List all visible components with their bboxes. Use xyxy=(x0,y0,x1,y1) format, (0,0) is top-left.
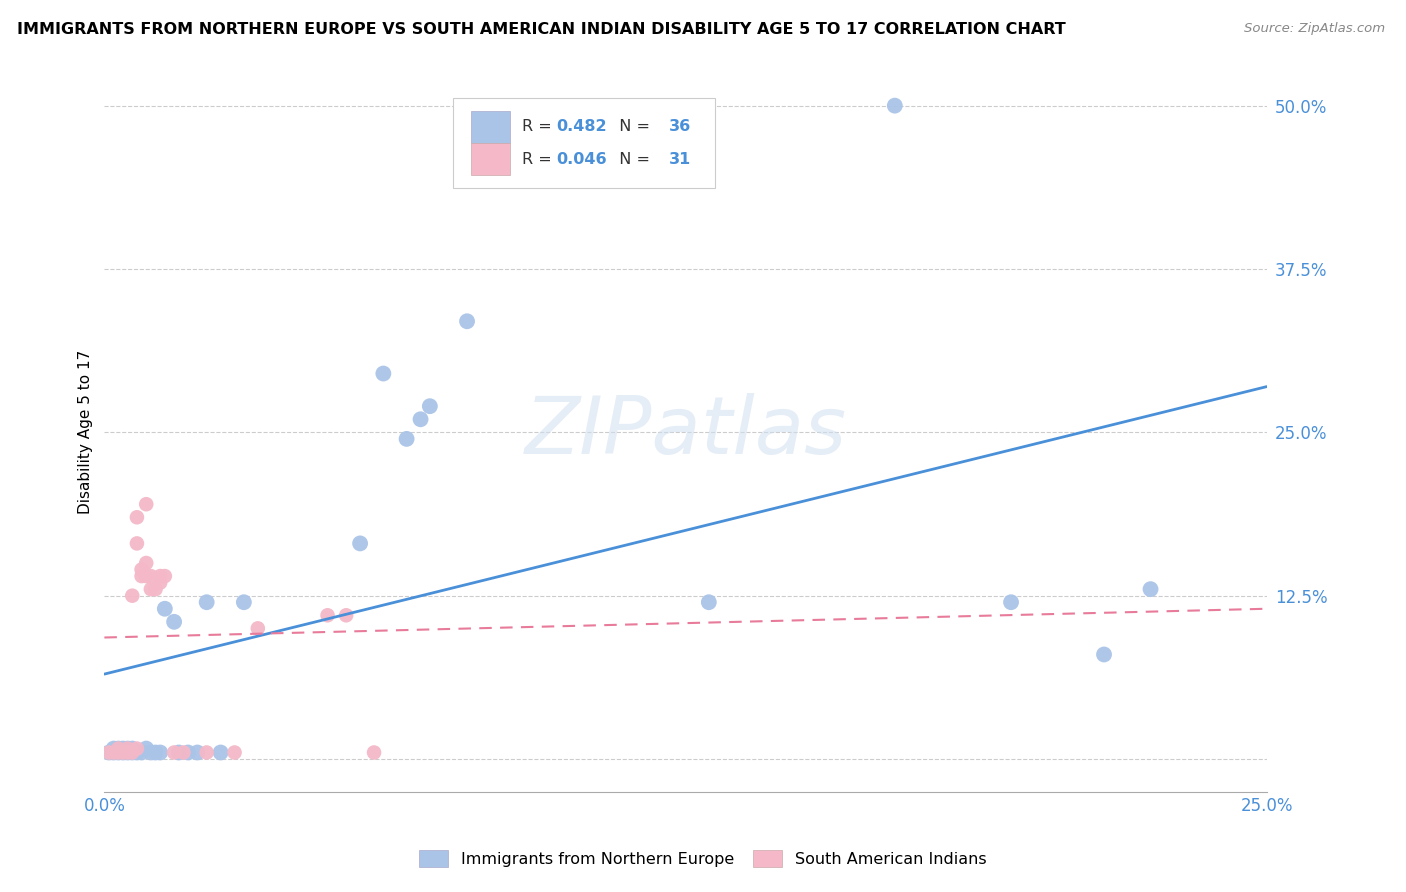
Point xyxy=(153,569,176,583)
Text: 0.046: 0.046 xyxy=(557,152,607,167)
Point xyxy=(139,746,162,760)
Point xyxy=(98,746,121,760)
Point xyxy=(135,741,157,756)
FancyBboxPatch shape xyxy=(471,144,510,175)
Point xyxy=(135,556,157,570)
Point xyxy=(395,432,418,446)
Point xyxy=(145,746,167,760)
Point xyxy=(125,536,148,550)
Point xyxy=(111,741,134,756)
Point xyxy=(131,569,153,583)
Point xyxy=(121,746,143,760)
Point xyxy=(125,746,148,760)
Point xyxy=(121,589,143,603)
FancyBboxPatch shape xyxy=(471,112,510,143)
Point xyxy=(125,741,148,756)
Point xyxy=(335,608,357,623)
Text: ZIPatlas: ZIPatlas xyxy=(524,393,846,471)
Point xyxy=(697,595,720,609)
Point xyxy=(149,569,172,583)
Text: 31: 31 xyxy=(669,152,692,167)
Point xyxy=(103,746,125,760)
Point xyxy=(107,741,129,756)
Point xyxy=(373,367,395,381)
Point xyxy=(419,399,441,413)
Point xyxy=(139,582,162,596)
Point xyxy=(316,608,339,623)
Point xyxy=(195,595,218,609)
Point xyxy=(224,746,246,760)
Point xyxy=(209,746,232,760)
Text: N =: N = xyxy=(609,120,655,135)
Point xyxy=(117,746,139,760)
Text: Source: ZipAtlas.com: Source: ZipAtlas.com xyxy=(1244,22,1385,36)
FancyBboxPatch shape xyxy=(453,98,714,188)
Point xyxy=(186,746,208,760)
Point xyxy=(107,746,129,760)
Point xyxy=(195,746,218,760)
Point xyxy=(121,741,143,756)
Point xyxy=(125,510,148,524)
Y-axis label: Disability Age 5 to 17: Disability Age 5 to 17 xyxy=(79,351,93,515)
Point xyxy=(1139,582,1161,596)
Point xyxy=(163,746,186,760)
Point xyxy=(111,746,134,760)
Point xyxy=(363,746,385,760)
Point xyxy=(131,746,153,760)
Point xyxy=(107,741,129,756)
Point xyxy=(117,746,139,760)
Point xyxy=(117,741,139,756)
Point xyxy=(1092,648,1115,662)
Legend: Immigrants from Northern Europe, South American Indians: Immigrants from Northern Europe, South A… xyxy=(413,844,993,873)
Point xyxy=(232,595,254,609)
Point xyxy=(1000,595,1022,609)
Point xyxy=(149,575,172,590)
Point xyxy=(177,746,200,760)
Point xyxy=(98,746,121,760)
Point xyxy=(103,746,125,760)
Point xyxy=(456,314,478,328)
Text: N =: N = xyxy=(609,152,655,167)
Point xyxy=(163,615,186,629)
Point xyxy=(349,536,371,550)
Point xyxy=(409,412,432,426)
Point xyxy=(149,746,172,760)
Point xyxy=(131,563,153,577)
Point xyxy=(107,746,129,760)
Point xyxy=(153,601,176,615)
Text: IMMIGRANTS FROM NORTHERN EUROPE VS SOUTH AMERICAN INDIAN DISABILITY AGE 5 TO 17 : IMMIGRANTS FROM NORTHERN EUROPE VS SOUTH… xyxy=(17,22,1066,37)
Point xyxy=(111,746,134,760)
Point xyxy=(139,569,162,583)
Text: R =: R = xyxy=(522,152,557,167)
Text: 0.482: 0.482 xyxy=(557,120,607,135)
Point xyxy=(883,98,905,112)
Text: 36: 36 xyxy=(669,120,692,135)
Point xyxy=(135,569,157,583)
Point xyxy=(167,746,190,760)
Text: R =: R = xyxy=(522,120,557,135)
Point xyxy=(121,746,143,760)
Point xyxy=(172,746,194,760)
Point xyxy=(117,741,139,756)
Point xyxy=(135,497,157,511)
Point xyxy=(103,741,125,756)
Point xyxy=(246,621,269,635)
Point xyxy=(145,582,167,596)
